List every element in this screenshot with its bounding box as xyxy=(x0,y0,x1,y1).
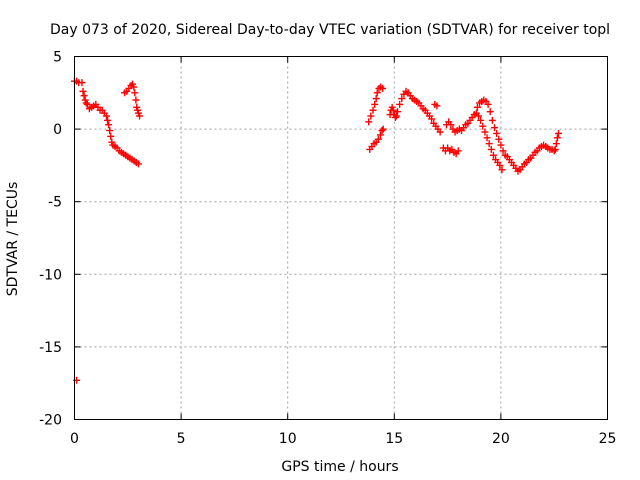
x-tick-label: 15 xyxy=(385,431,403,447)
data-point xyxy=(477,116,485,124)
data-point xyxy=(454,147,462,155)
data-point xyxy=(79,87,87,95)
x-tick-label: 5 xyxy=(177,431,186,447)
data-point xyxy=(489,151,497,159)
data-point xyxy=(554,129,562,137)
data-point xyxy=(396,100,404,108)
x-tick-label: 10 xyxy=(279,431,297,447)
data-point xyxy=(436,128,444,136)
data-point xyxy=(374,135,382,143)
data-points xyxy=(71,77,562,384)
x-axis-label: GPS time / hours xyxy=(281,459,398,475)
data-point xyxy=(106,127,114,135)
data-point xyxy=(485,140,493,148)
x-tick-label: 20 xyxy=(492,431,510,447)
x-tick-label: 0 xyxy=(70,431,79,447)
data-point xyxy=(379,84,387,92)
data-point xyxy=(82,99,90,107)
data-point xyxy=(107,132,115,140)
data-point xyxy=(552,140,560,148)
x-tick-label: 25 xyxy=(599,431,617,447)
y-tick-label: -5 xyxy=(48,195,62,211)
plot-frame xyxy=(74,56,608,420)
data-point xyxy=(389,106,397,114)
grid xyxy=(74,56,608,420)
data-point xyxy=(379,125,387,133)
data-point xyxy=(398,95,406,103)
data-point xyxy=(499,147,507,155)
data-point xyxy=(80,92,88,100)
data-point xyxy=(475,112,483,120)
data-point xyxy=(551,145,559,153)
data-point xyxy=(391,113,399,121)
y-tick-label: 5 xyxy=(53,50,62,66)
data-point xyxy=(130,83,138,91)
data-point xyxy=(372,95,380,103)
data-point xyxy=(83,100,91,108)
y-tick-label: -20 xyxy=(39,413,62,429)
data-point xyxy=(488,116,496,124)
data-point xyxy=(473,103,481,111)
y-axis-label: SDTVAR / TECUs xyxy=(5,182,21,297)
data-point xyxy=(132,96,140,104)
chart-title: Day 073 of 2020, Sidereal Day-to-day VTE… xyxy=(50,22,610,38)
data-point xyxy=(483,134,491,142)
data-point xyxy=(495,135,503,143)
y-tick-label: -15 xyxy=(39,340,62,356)
data-point xyxy=(487,145,495,153)
y-tick-label: -10 xyxy=(39,267,62,283)
data-point xyxy=(493,129,501,137)
data-point xyxy=(481,128,489,136)
data-point xyxy=(484,100,492,108)
data-point xyxy=(134,160,142,168)
data-point xyxy=(447,121,455,129)
data-point xyxy=(105,121,113,129)
data-point xyxy=(373,89,381,97)
data-point xyxy=(491,124,499,132)
data-point xyxy=(393,108,401,116)
data-point xyxy=(550,147,558,155)
data-point xyxy=(102,112,110,120)
data-point xyxy=(378,127,386,135)
data-point xyxy=(433,102,441,110)
axis-ticks: 0 5 10 15 20 25 5 0 -5 -10 -15 -20 xyxy=(39,50,616,448)
data-point xyxy=(392,112,400,120)
data-point xyxy=(496,161,504,169)
data-point xyxy=(365,118,373,126)
data-point xyxy=(369,106,377,114)
data-point xyxy=(479,122,487,130)
data-point xyxy=(371,100,379,108)
data-point xyxy=(367,112,375,120)
data-point xyxy=(376,131,384,139)
data-point xyxy=(136,112,144,120)
data-point xyxy=(553,134,561,142)
data-point xyxy=(104,116,112,124)
data-point xyxy=(428,115,436,123)
data-point xyxy=(78,79,86,87)
data-point xyxy=(497,141,505,149)
y-tick-label: 0 xyxy=(53,122,62,138)
data-point xyxy=(498,166,506,174)
data-point xyxy=(131,89,139,97)
data-point xyxy=(486,108,494,116)
